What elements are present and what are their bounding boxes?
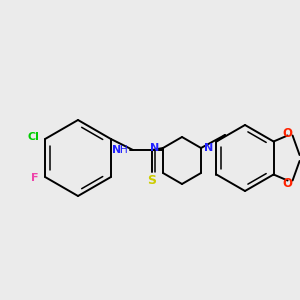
Text: N: N xyxy=(150,143,160,153)
Text: N: N xyxy=(112,145,121,155)
Text: S: S xyxy=(148,175,157,188)
Text: O: O xyxy=(283,127,292,140)
Text: H: H xyxy=(120,145,128,155)
Text: F: F xyxy=(31,173,38,183)
Text: N: N xyxy=(204,143,214,153)
Text: Cl: Cl xyxy=(27,132,39,142)
Text: O: O xyxy=(283,177,292,190)
